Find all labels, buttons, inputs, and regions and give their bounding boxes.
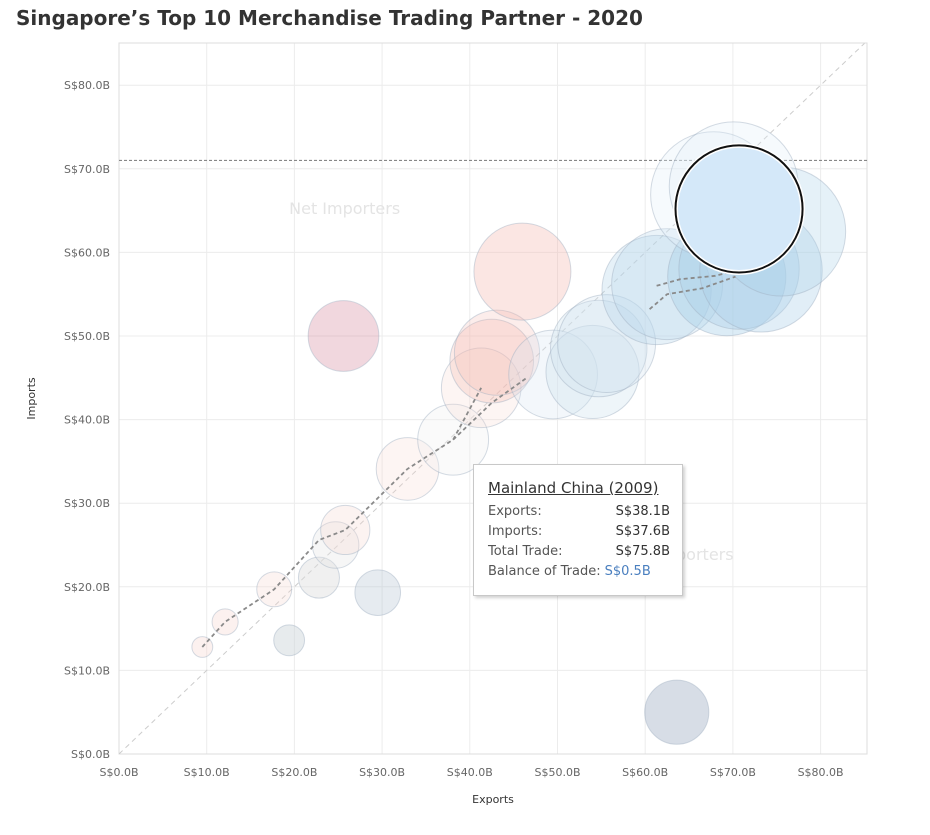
- y-tick-label: S$10.0B: [64, 664, 110, 677]
- bubble: [273, 624, 306, 657]
- highlighted-bubble: [674, 144, 804, 274]
- bubble: [549, 299, 648, 398]
- tooltip-row-exports: Exports: S$38.1B: [488, 502, 670, 522]
- tooltip-value: S$75.8B: [615, 544, 670, 559]
- bubble: [311, 521, 360, 569]
- bubble: [601, 234, 712, 346]
- trail-line: [452, 377, 528, 441]
- net-importers-label: Net Importers: [289, 199, 400, 218]
- bubble: [644, 679, 710, 745]
- highlight: [673, 142, 806, 275]
- bubble: [508, 329, 598, 420]
- y-tick-label: S$30.0B: [64, 497, 110, 510]
- chart-title: Singapore’s Top 10 Merchandise Trading P…: [16, 6, 643, 30]
- axes: S$0.0B S$10.0B S$20.0B S$30.0B S$40.0B S$50.0…: [64, 79, 844, 779]
- tooltip-value: S$0.5B: [604, 564, 651, 579]
- tooltip-value: S$38.1B: [615, 504, 670, 519]
- x-tick-label: S$80.0B: [798, 766, 844, 779]
- x-tick-label: S$70.0B: [710, 766, 756, 779]
- plot-frame: [118, 42, 868, 755]
- bubble: [297, 556, 340, 599]
- x-tick-label: S$40.0B: [447, 766, 493, 779]
- tooltip-row-imports: Imports: S$37.6B: [488, 522, 670, 542]
- tooltip-value: S$37.6B: [615, 524, 670, 539]
- x-tick-label: S$10.0B: [184, 766, 230, 779]
- tooltip-label: Imports:: [488, 524, 543, 539]
- tooltip-label: Total Trade:: [488, 544, 563, 559]
- x-tick-label: S$60.0B: [622, 766, 668, 779]
- y-tick-label: S$50.0B: [64, 330, 110, 343]
- bubble: [557, 294, 657, 393]
- tooltip-label: Balance of Trade:: [488, 564, 601, 579]
- bubble: [453, 309, 541, 396]
- tooltip-label: Exports:: [488, 504, 542, 519]
- x-tick-label: S$20.0B: [271, 766, 317, 779]
- x-axis-title: Exports: [472, 793, 514, 806]
- tooltip-row-balance: Balance of Trade: S$0.5B: [488, 562, 670, 582]
- tooltip-row-total-trade: Total Trade: S$75.8B: [488, 542, 670, 562]
- tooltip-title: Mainland China (2009): [488, 479, 659, 497]
- bubble: [307, 300, 380, 372]
- y-tick-label: S$80.0B: [64, 79, 110, 92]
- y-tick-label: S$0.0B: [71, 748, 110, 761]
- x-tick-label: S$50.0B: [534, 766, 580, 779]
- y-tick-label: S$40.0B: [64, 414, 110, 427]
- y-axis-title: Imports: [25, 377, 38, 420]
- tooltip: Mainland China (2009) Exports: S$38.1B I…: [473, 464, 683, 596]
- bubble: [545, 324, 640, 420]
- trail-line: [201, 387, 482, 648]
- bubble: [473, 222, 572, 321]
- y-tick-label: S$70.0B: [64, 163, 110, 176]
- x-tick-label: S$0.0B: [99, 766, 138, 779]
- y-tick-label: S$60.0B: [64, 246, 110, 259]
- x-tick-label: S$30.0B: [359, 766, 405, 779]
- bubble: [449, 318, 535, 404]
- bubble: [354, 569, 402, 616]
- y-tick-label: S$20.0B: [64, 581, 110, 594]
